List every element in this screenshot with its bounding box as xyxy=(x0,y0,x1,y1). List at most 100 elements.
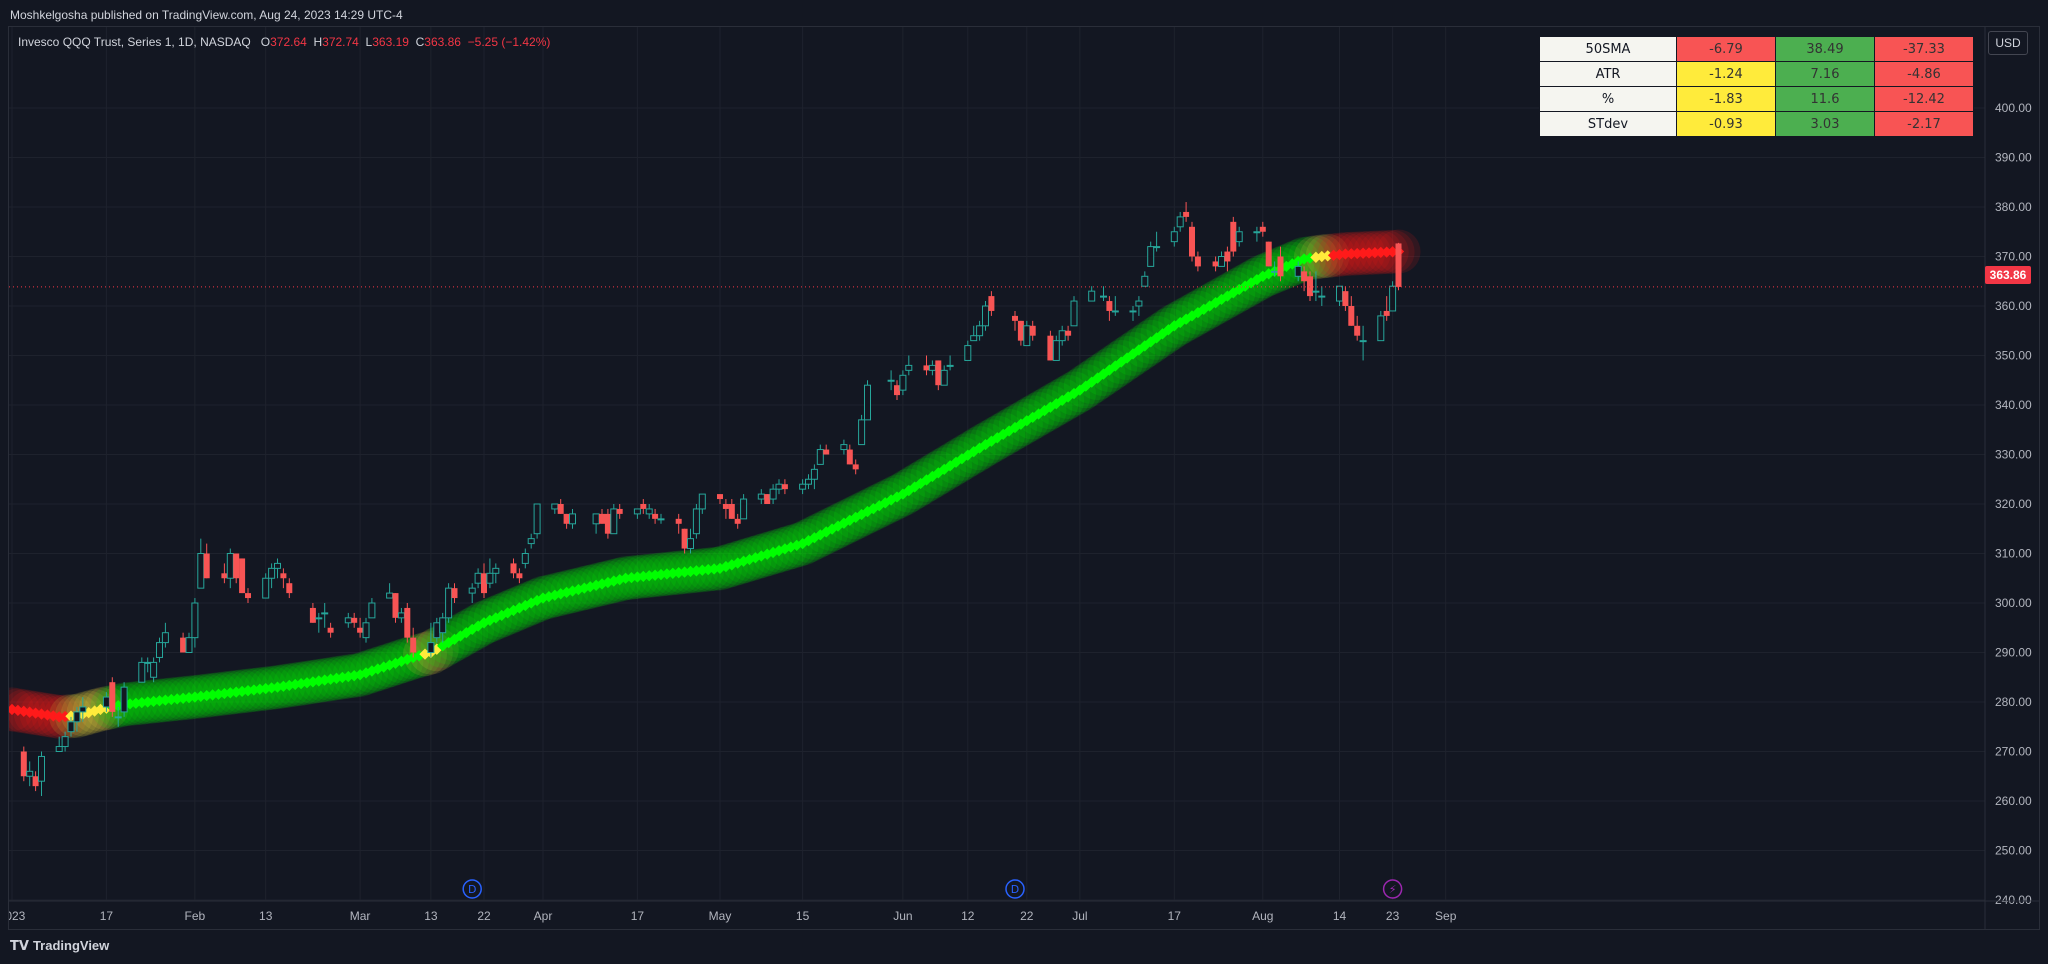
x-tick-label: 23 xyxy=(1386,909,1400,923)
candle-body xyxy=(1301,271,1308,282)
candle-body xyxy=(286,583,293,594)
candle-body xyxy=(1070,300,1078,327)
candle-body xyxy=(533,503,541,535)
symbol-legend: Invesco QQQ Trust, Series 1, 1D, NASDAQ … xyxy=(18,35,550,49)
candle-body xyxy=(468,587,476,594)
candle-body xyxy=(757,493,765,500)
candle-body xyxy=(946,364,954,367)
candle-body xyxy=(1017,320,1024,341)
x-tick-label: 22 xyxy=(1020,909,1034,923)
candle-body xyxy=(551,503,559,510)
candle-body xyxy=(315,617,323,620)
candle-body xyxy=(592,513,600,525)
candle-body xyxy=(445,587,453,619)
candle-body xyxy=(652,513,659,519)
symbol-name: Invesco QQQ Trust, Series 1, 1D, NASDAQ xyxy=(18,35,251,49)
stats-row: STdev -0.93 3.03 -2.17 xyxy=(1539,111,1974,137)
candle-body xyxy=(1029,325,1036,336)
candle-body xyxy=(1336,285,1343,302)
stats-cell: -1.83 xyxy=(1676,86,1776,112)
candle-body xyxy=(1147,246,1155,267)
candle-body xyxy=(1065,330,1072,336)
candle-body xyxy=(1348,306,1355,326)
candle-body xyxy=(928,364,936,371)
candle-body xyxy=(1183,211,1190,217)
candle-body xyxy=(38,755,45,782)
event-marker-circle xyxy=(1005,879,1025,899)
y-tick-label: 390.00 xyxy=(1995,151,2032,165)
candle-body xyxy=(120,686,128,713)
candle-body xyxy=(239,558,246,594)
candle-body xyxy=(233,553,240,579)
x-tick-label: 17 xyxy=(100,909,114,923)
stats-row: ATR -1.24 7.16 -4.86 xyxy=(1539,61,1974,87)
candle-body xyxy=(439,617,447,634)
stats-cell: 3.03 xyxy=(1775,111,1875,137)
candle-body xyxy=(362,622,370,639)
tradingview-brand[interactable]: TV TradingView xyxy=(10,938,109,954)
tradingview-logo-icon: TV xyxy=(10,939,29,954)
close-value: 363.86 xyxy=(424,35,461,49)
stats-row-label: ATR xyxy=(1539,61,1677,87)
candle-body xyxy=(970,335,978,342)
x-tick-label: 22 xyxy=(477,909,491,923)
event-marker-label: D xyxy=(1011,883,1019,896)
candle-body xyxy=(687,538,694,550)
candle-body xyxy=(486,572,494,584)
x-tick-label: Aug xyxy=(1252,909,1273,923)
candle-body xyxy=(852,464,859,470)
candle-body xyxy=(1318,295,1326,298)
candle-body xyxy=(262,577,270,599)
y-tick-label: 240.00 xyxy=(1995,893,2032,907)
event-marker-label: D xyxy=(468,883,476,896)
y-tick-label: 250.00 xyxy=(1995,844,2032,858)
candle-body xyxy=(1395,243,1402,287)
candle-body xyxy=(940,369,948,386)
candle-body xyxy=(816,449,824,465)
candle-body xyxy=(226,553,234,579)
high-value: 372.74 xyxy=(322,35,359,49)
x-tick-label: 12 xyxy=(961,909,975,923)
candle-body xyxy=(427,642,435,653)
candle-body xyxy=(722,504,729,509)
candle-body xyxy=(640,504,647,509)
y-tick-label: 370.00 xyxy=(1995,250,2032,264)
candle-body xyxy=(321,612,329,615)
candle-body xyxy=(1023,325,1031,347)
candle-body xyxy=(1129,310,1137,313)
candlestick-chart[interactable]: 240.00 250.00 260.00 270.00 280.00 290.00 300.… xyxy=(9,27,2039,929)
candle-body xyxy=(698,493,706,510)
y-tick-label: 300.00 xyxy=(1995,596,2032,610)
candle-body xyxy=(1253,231,1261,234)
candle-body xyxy=(386,592,394,599)
close-label: C xyxy=(415,35,425,49)
candle-body xyxy=(1235,231,1243,243)
high-label: H xyxy=(313,35,323,49)
candle-body xyxy=(102,696,110,708)
stats-cell: -12.42 xyxy=(1874,86,1974,112)
candle-body xyxy=(344,617,352,624)
y-tick-label: 320.00 xyxy=(1995,497,2032,511)
x-tick-label: Sep xyxy=(1435,909,1457,923)
candle-body xyxy=(138,661,146,683)
x-tick-label: 17 xyxy=(1168,909,1182,923)
candle-body xyxy=(280,573,287,579)
candle-body xyxy=(1224,251,1231,262)
brand-name: TradingView xyxy=(32,938,110,953)
candle-body xyxy=(599,513,605,524)
candle-body xyxy=(905,364,913,371)
candle-body xyxy=(675,518,682,524)
candle-body xyxy=(245,593,251,599)
candle-body xyxy=(516,573,523,579)
change-value: −5.25 (−1.42%) xyxy=(467,35,551,49)
stats-row-label: 50SMA xyxy=(1539,36,1677,62)
candle-body xyxy=(563,513,570,524)
chart-pane[interactable]: 240.00 250.00 260.00 270.00 280.00 290.00 300.… xyxy=(8,26,2040,930)
candle-body xyxy=(309,607,316,623)
candle-body xyxy=(569,513,576,525)
candle-body xyxy=(1312,290,1320,293)
candle-body xyxy=(1100,295,1107,298)
currency-selector[interactable]: USD xyxy=(1988,31,2028,55)
candle-body xyxy=(67,721,75,733)
x-tick-label: 15 xyxy=(796,909,810,923)
